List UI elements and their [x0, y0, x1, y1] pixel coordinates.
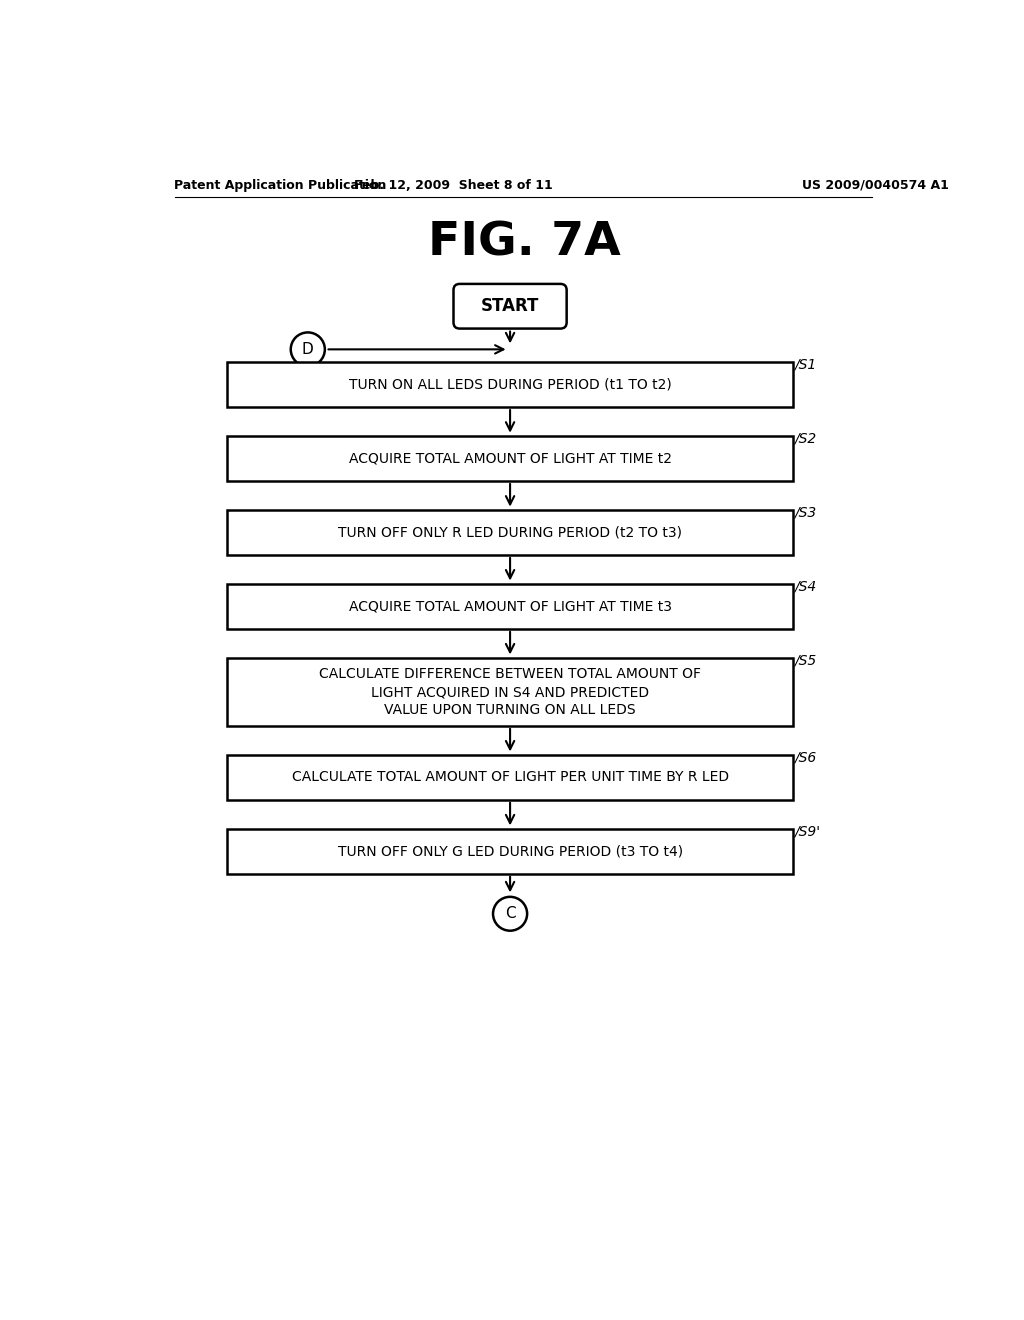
Text: /S6: /S6: [795, 751, 817, 764]
Text: /S4: /S4: [795, 579, 817, 594]
Text: /S9': /S9': [795, 825, 820, 838]
Bar: [227, 829, 793, 874]
Text: ACQUIRE TOTAL AMOUNT OF LIGHT AT TIME t3: ACQUIRE TOTAL AMOUNT OF LIGHT AT TIME t3: [348, 599, 672, 614]
Text: /S1: /S1: [795, 358, 817, 372]
Text: FIG. 7A: FIG. 7A: [428, 220, 622, 265]
Bar: [227, 659, 793, 726]
Text: D: D: [302, 342, 313, 356]
Text: Patent Application Publication: Patent Application Publication: [174, 178, 387, 191]
Bar: [227, 755, 793, 800]
Text: Feb. 12, 2009  Sheet 8 of 11: Feb. 12, 2009 Sheet 8 of 11: [354, 178, 553, 191]
Text: START: START: [481, 297, 540, 315]
Text: US 2009/0040574 A1: US 2009/0040574 A1: [802, 178, 949, 191]
Bar: [227, 437, 793, 480]
Text: /S5: /S5: [795, 653, 817, 668]
Bar: [227, 585, 793, 628]
Text: C: C: [505, 907, 515, 921]
Bar: [227, 363, 793, 407]
Text: ACQUIRE TOTAL AMOUNT OF LIGHT AT TIME t2: ACQUIRE TOTAL AMOUNT OF LIGHT AT TIME t2: [348, 451, 672, 466]
Text: CALCULATE DIFFERENCE BETWEEN TOTAL AMOUNT OF
LIGHT ACQUIRED IN S4 AND PREDICTED
: CALCULATE DIFFERENCE BETWEEN TOTAL AMOUN…: [319, 667, 701, 717]
Text: TURN OFF ONLY G LED DURING PERIOD (t3 TO t4): TURN OFF ONLY G LED DURING PERIOD (t3 TO…: [338, 845, 683, 858]
Text: /S2: /S2: [795, 432, 817, 446]
Text: /S3: /S3: [795, 506, 817, 520]
Text: TURN OFF ONLY R LED DURING PERIOD (t2 TO t3): TURN OFF ONLY R LED DURING PERIOD (t2 TO…: [338, 525, 682, 540]
Bar: [227, 511, 793, 554]
Text: TURN ON ALL LEDS DURING PERIOD (t1 TO t2): TURN ON ALL LEDS DURING PERIOD (t1 TO t2…: [349, 378, 672, 392]
FancyBboxPatch shape: [454, 284, 566, 329]
Text: CALCULATE TOTAL AMOUNT OF LIGHT PER UNIT TIME BY R LED: CALCULATE TOTAL AMOUNT OF LIGHT PER UNIT…: [292, 771, 729, 784]
